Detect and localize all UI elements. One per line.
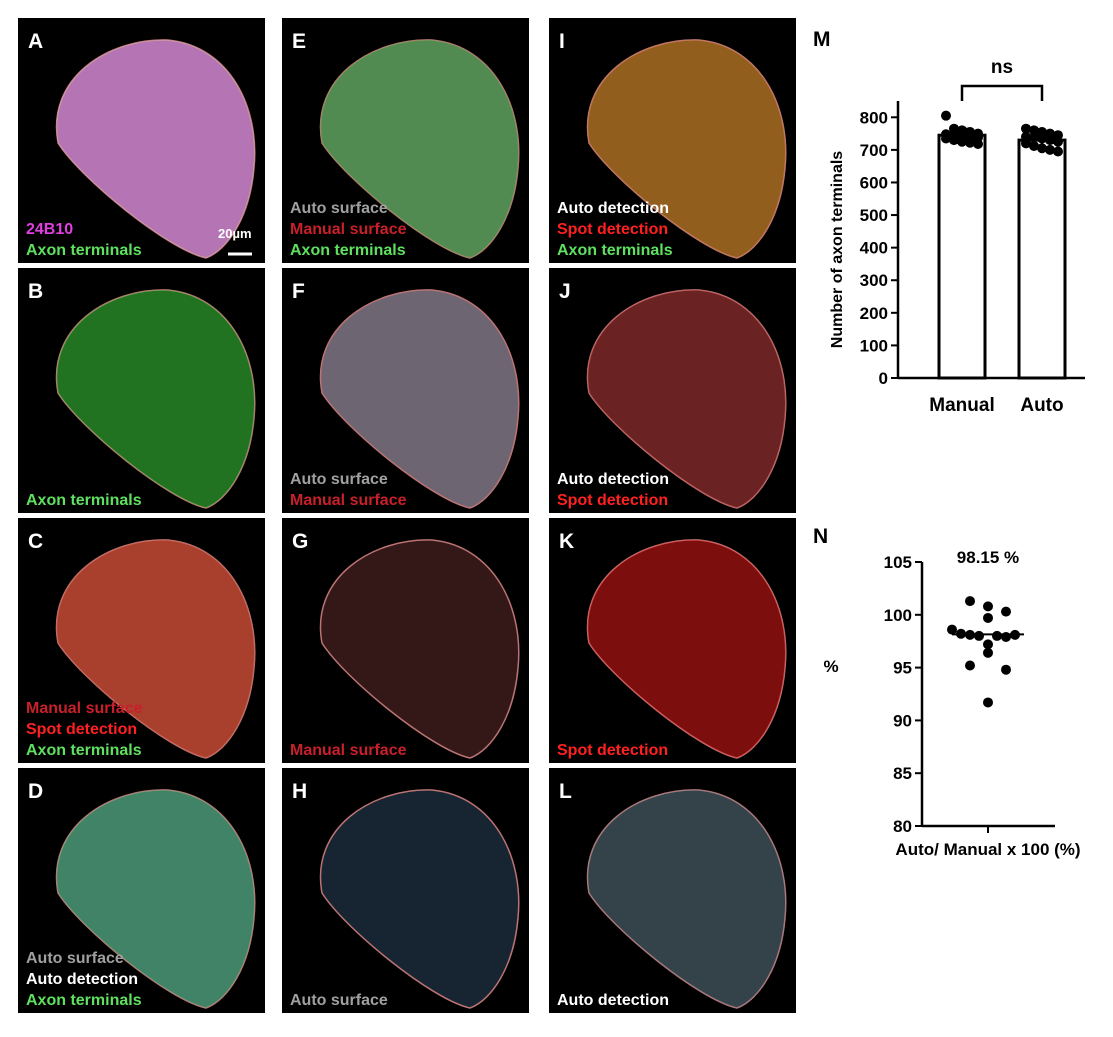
significance-label: ns bbox=[991, 57, 1013, 78]
y-tick-label: 85 bbox=[893, 764, 912, 783]
panel-letter: K bbox=[559, 530, 574, 553]
data-point bbox=[1021, 123, 1031, 134]
y-axis-label: Number of axon terminals bbox=[829, 151, 846, 348]
image-panel: D Auto surface Auto detection Axon terminal… bbox=[18, 768, 265, 1013]
panel-label: Axon terminals bbox=[290, 242, 406, 259]
panel-letter: F bbox=[292, 280, 305, 303]
image-panel: A 24B10 Axon terminals 20µm bbox=[18, 18, 265, 263]
panel-label: Manual surface bbox=[290, 492, 407, 509]
data-point bbox=[1001, 606, 1011, 617]
panel-letter: N bbox=[813, 525, 828, 548]
data-point bbox=[1045, 135, 1055, 146]
panel-label: Spot detection bbox=[26, 721, 137, 738]
y-tick-label: 400 bbox=[860, 239, 888, 258]
scale-label: 20µm bbox=[218, 226, 252, 241]
image-panel: H Auto surface bbox=[282, 768, 529, 1013]
mean-label: 98.15 % bbox=[957, 548, 1019, 567]
y-tick-label: 300 bbox=[860, 271, 888, 290]
y-tick-label: 500 bbox=[860, 206, 888, 225]
y-tick-label: 600 bbox=[860, 173, 888, 192]
panel-label: Manual surface bbox=[290, 221, 407, 238]
data-point bbox=[1053, 146, 1063, 157]
image-panel: I Auto detection Spot detection Axon termin… bbox=[549, 18, 796, 263]
panel-label: Axon terminals bbox=[557, 242, 673, 259]
panel-label: 24B10 bbox=[26, 221, 73, 238]
panel-letter: I bbox=[559, 30, 565, 53]
data-point bbox=[973, 139, 983, 150]
image-panel: K Spot detection bbox=[549, 518, 796, 763]
data-point bbox=[974, 630, 984, 641]
image-panel: B Axon terminals bbox=[18, 268, 265, 513]
bar bbox=[937, 133, 987, 380]
panel-label: Manual surface bbox=[26, 700, 143, 717]
panel-label: Manual surface bbox=[290, 742, 407, 759]
y-tick-label: 105 bbox=[884, 553, 912, 572]
data-point bbox=[1053, 136, 1063, 147]
data-point bbox=[983, 601, 993, 612]
y-tick-label: 700 bbox=[860, 141, 888, 160]
y-tick-label: 100 bbox=[884, 606, 912, 625]
x-tick-label: Manual bbox=[929, 395, 994, 416]
image-panel: E Auto surface Manual surface Axon terminal… bbox=[282, 18, 529, 263]
data-point bbox=[983, 612, 993, 623]
data-point bbox=[1021, 138, 1031, 149]
panel-letter: D bbox=[28, 780, 43, 803]
panel-label: Auto detection bbox=[557, 992, 669, 1009]
panel-label: Auto surface bbox=[26, 950, 124, 967]
panel-label: Spot detection bbox=[557, 221, 668, 238]
panel-label: Auto surface bbox=[290, 992, 388, 1009]
y-tick-label: 100 bbox=[860, 336, 888, 355]
image-panel: F Auto surface Manual surface bbox=[282, 268, 529, 513]
panel-label: Spot detection bbox=[557, 742, 668, 759]
image-panel: L Auto detection bbox=[549, 768, 796, 1013]
y-tick-label: 90 bbox=[893, 711, 912, 730]
panel-letter: C bbox=[28, 530, 43, 553]
panel-letter: H bbox=[292, 780, 307, 803]
panel-label: Auto surface bbox=[290, 200, 388, 217]
panel-letter: G bbox=[292, 530, 308, 553]
panel-label: Axon terminals bbox=[26, 492, 142, 509]
panel-label: Axon terminals bbox=[26, 742, 142, 759]
data-point bbox=[941, 133, 951, 144]
significance-bracket bbox=[960, 84, 1044, 101]
data-point bbox=[1029, 132, 1039, 143]
data-point bbox=[983, 697, 993, 708]
data-point bbox=[983, 647, 993, 658]
data-point bbox=[1001, 664, 1011, 675]
x-tick-label: Auto/ Manual x 100 (%) bbox=[895, 840, 1080, 859]
panel-label: Axon terminals bbox=[26, 992, 142, 1009]
data-point bbox=[983, 639, 993, 650]
data-point bbox=[947, 624, 957, 635]
panel-label: Spot detection bbox=[557, 492, 668, 509]
data-point bbox=[965, 660, 975, 671]
panel-letter: M bbox=[813, 28, 831, 51]
y-tick-label: 80 bbox=[893, 817, 912, 836]
panel-label: Auto detection bbox=[557, 471, 669, 488]
y-tick-label: 800 bbox=[860, 108, 888, 127]
x-tick-label: Auto bbox=[1020, 395, 1063, 416]
panel-letter: A bbox=[28, 30, 43, 53]
panel-label: Axon terminals bbox=[26, 242, 142, 259]
data-point bbox=[992, 630, 1002, 641]
y-tick-label: 95 bbox=[893, 659, 912, 678]
image-panel: J Auto detection Spot detection bbox=[549, 268, 796, 513]
bar bbox=[1017, 138, 1067, 380]
panel-letter: L bbox=[559, 780, 572, 803]
y-axis-label: % bbox=[823, 657, 838, 676]
image-panel: G Manual surface bbox=[282, 518, 529, 763]
data-point bbox=[965, 596, 975, 607]
panel-letter: B bbox=[28, 280, 43, 303]
panel-letter: E bbox=[292, 30, 306, 53]
data-point bbox=[941, 110, 951, 121]
panel-label: Auto detection bbox=[557, 200, 669, 217]
data-point bbox=[1029, 140, 1039, 151]
y-tick-label: 200 bbox=[860, 304, 888, 323]
y-tick-label: 0 bbox=[879, 369, 888, 388]
panel-label: Auto surface bbox=[290, 471, 388, 488]
panel-letter: J bbox=[559, 280, 571, 303]
panel-label: Auto detection bbox=[26, 971, 138, 988]
image-panel: C Manual surface Spot detection Axon termin… bbox=[18, 518, 265, 763]
